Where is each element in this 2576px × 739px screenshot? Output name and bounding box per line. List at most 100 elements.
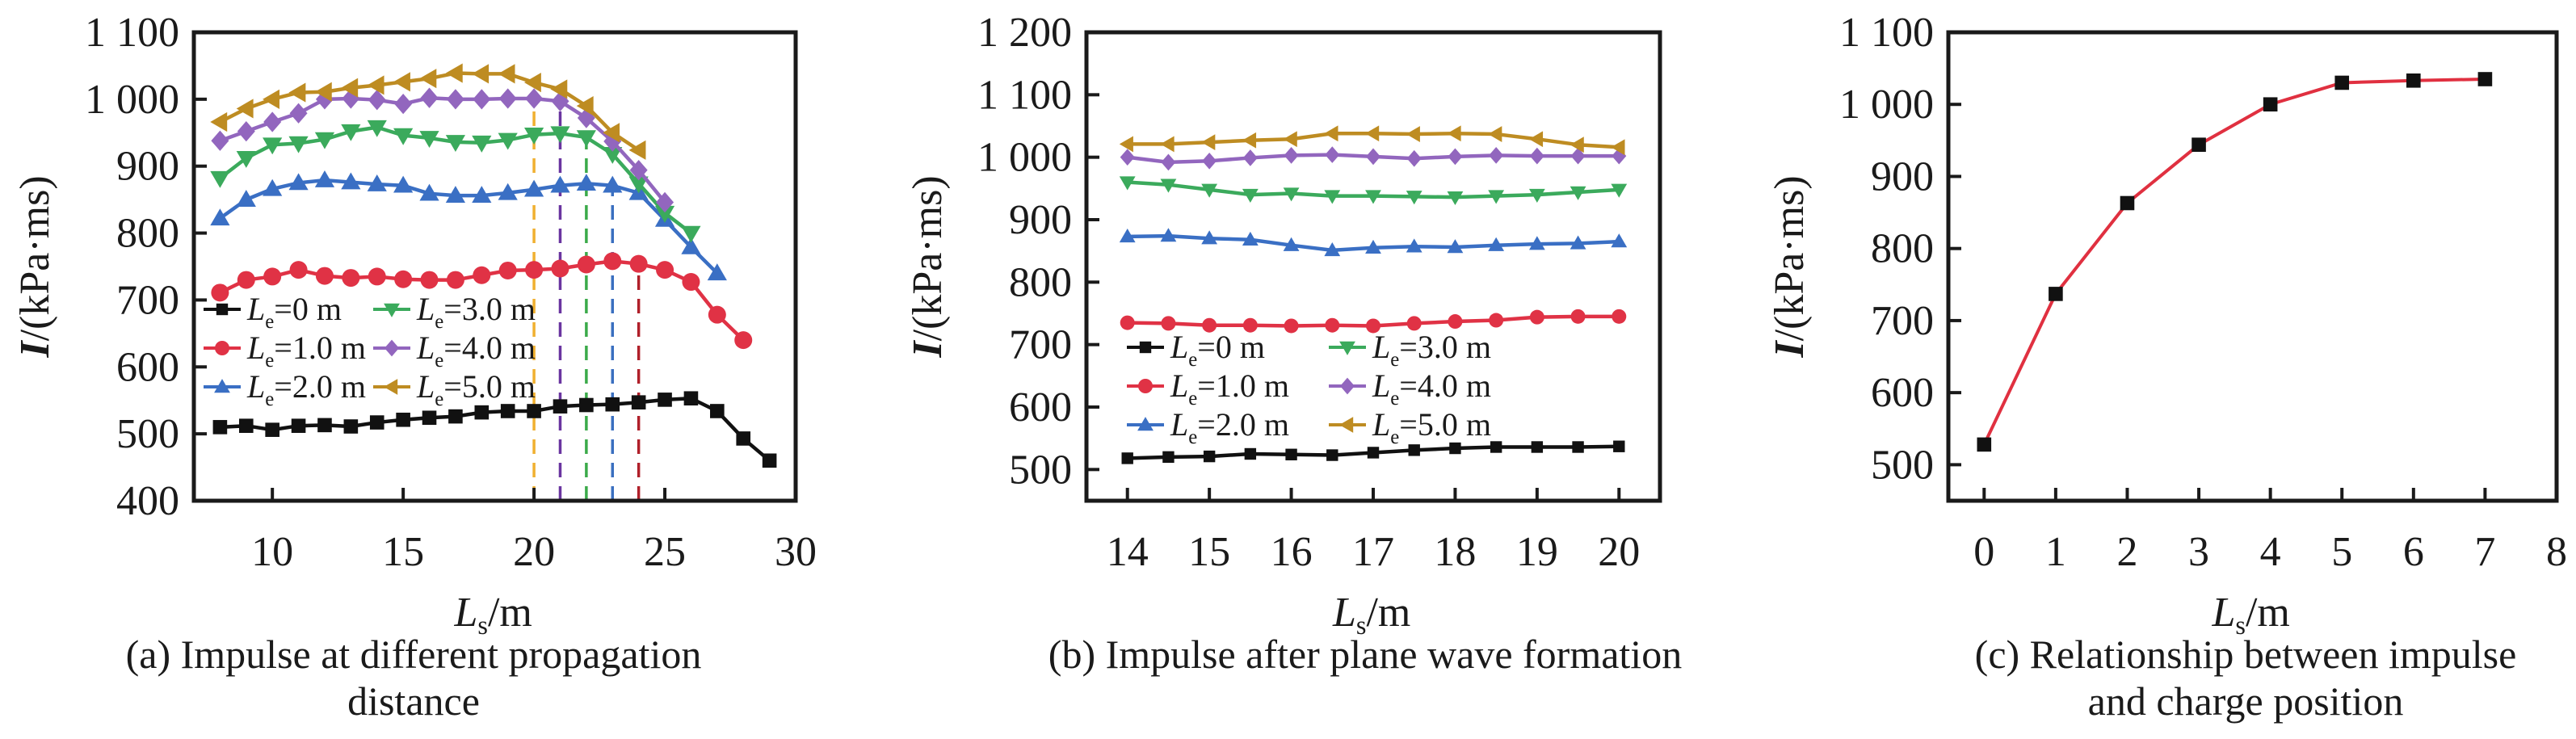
label-subscript: e — [1188, 349, 1197, 371]
marker-square — [631, 395, 646, 409]
legend-label: Le=1.0 m — [246, 330, 366, 372]
marker-square — [1285, 448, 1297, 460]
marker-triangle-up — [1611, 233, 1628, 248]
marker-triangle-down — [1447, 191, 1464, 206]
x-tick-label: 6 — [2403, 529, 2424, 575]
marker-circle — [1202, 317, 1217, 333]
series-3 — [210, 120, 701, 243]
marker-triangle-down — [288, 136, 309, 153]
label-rest: /(kPa·ms) — [905, 175, 951, 341]
label-main: L — [1372, 406, 1390, 443]
x-tick-label: 15 — [1188, 529, 1230, 575]
marker-diamond — [1284, 146, 1299, 164]
marker-square — [500, 404, 515, 418]
marker-triangle-up — [523, 179, 544, 197]
marker-triangle-up — [603, 175, 623, 193]
marker-diamond — [1325, 146, 1340, 163]
marker-triangle-down — [1160, 178, 1177, 193]
x-tick-label: 25 — [644, 529, 686, 575]
marker-square — [1139, 341, 1152, 354]
series-line — [220, 396, 771, 463]
y-tick-label: 900 — [116, 144, 179, 190]
marker-square — [2049, 287, 2063, 301]
y-axis-title: I/(kPa·ms) — [12, 175, 58, 358]
marker-triangle-left — [445, 63, 463, 83]
marker-square — [265, 422, 279, 437]
marker-square — [1162, 451, 1175, 464]
marker-triangle-left — [472, 64, 490, 84]
legend-label: Le=4.0 m — [416, 330, 536, 372]
marker-triangle-up — [1119, 228, 1136, 243]
marker-triangle-up — [419, 183, 439, 201]
label-rest: =2.0 m — [1197, 406, 1289, 443]
marker-triangle-down — [654, 205, 675, 223]
label-rest: =0 m — [274, 291, 342, 327]
label-rest: =3.0 m — [443, 291, 536, 327]
marker-triangle-down — [576, 130, 596, 148]
y-tick-label: 1 100 — [1839, 10, 1934, 56]
y-axis-title: I/(kPa·ms) — [1767, 175, 1813, 358]
marker-circle — [1612, 309, 1627, 324]
marker-square — [683, 391, 699, 406]
label-subscript: e — [1188, 388, 1197, 409]
y-tick-label: 600 — [116, 344, 179, 390]
marker-triangle-up — [1137, 417, 1154, 431]
marker-diamond — [473, 89, 491, 110]
marker-triangle-left — [210, 111, 228, 132]
marker-triangle-left — [1160, 136, 1175, 153]
marker-triangle-up — [576, 174, 596, 191]
label-main: L — [1372, 329, 1390, 365]
marker-triangle-down — [1119, 176, 1136, 191]
label-main: L — [246, 291, 265, 327]
marker-triangle-left — [384, 379, 398, 395]
marker-triangle-up — [472, 186, 492, 203]
label-rest: =1.0 m — [1197, 367, 1289, 404]
marker-diamond — [342, 88, 360, 109]
label-rest: =2.0 m — [274, 368, 366, 405]
legend-label: Le=3.0 m — [416, 291, 536, 333]
marker-circle — [551, 259, 569, 278]
y-tick-label: 1 100 — [85, 10, 179, 56]
marker-triangle-down — [498, 132, 518, 150]
series-0 — [1121, 440, 1625, 464]
y-axis-title: I/(kPa·ms) — [905, 175, 951, 358]
label-main: I — [12, 340, 58, 359]
marker-diamond — [1340, 377, 1355, 395]
marker-square — [1490, 441, 1502, 453]
marker-triangle-up — [263, 178, 283, 196]
marker-circle — [656, 261, 674, 279]
label-subscript: e — [1390, 388, 1399, 409]
marker-diamond — [1366, 148, 1380, 166]
legend-label: Le=2.0 m — [246, 368, 366, 410]
x-tick-label: 4 — [2260, 529, 2281, 575]
marker-square — [238, 418, 254, 433]
marker-triangle-up — [1242, 231, 1259, 246]
marker-square — [1408, 444, 1420, 456]
x-tick-label: 7 — [2474, 529, 2495, 575]
y-tick-label: 500 — [1871, 442, 1934, 488]
series-1 — [1120, 309, 1627, 334]
marker-square — [343, 419, 359, 434]
marker-diamond — [525, 88, 544, 109]
x-tick-label: 8 — [2546, 529, 2567, 575]
x-tick-label: 5 — [2331, 529, 2352, 575]
marker-triangle-down — [1488, 190, 1505, 204]
legend-item: Le=3.0 m — [1329, 329, 1491, 371]
marker-square — [396, 412, 410, 427]
x-tick-label: 10 — [251, 529, 293, 575]
marker-triangle-up — [1160, 228, 1177, 242]
label-rest: =4.0 m — [443, 330, 536, 366]
label-subscript: e — [1188, 426, 1197, 448]
marker-triangle-down — [236, 150, 256, 168]
marker-triangle-left — [1611, 139, 1625, 156]
marker-circle — [708, 305, 726, 324]
marker-triangle-left — [314, 82, 332, 102]
marker-diamond — [1120, 149, 1135, 166]
marker-circle — [211, 283, 229, 302]
marker-triangle-up — [341, 172, 361, 190]
legend: Le=0 mLe=1.0 mLe=2.0 mLe=3.0 mLe=4.0 mLe… — [1127, 329, 1491, 448]
marker-triangle-up — [1406, 238, 1422, 253]
marker-square — [2477, 72, 2493, 86]
label-main: L — [246, 368, 265, 405]
